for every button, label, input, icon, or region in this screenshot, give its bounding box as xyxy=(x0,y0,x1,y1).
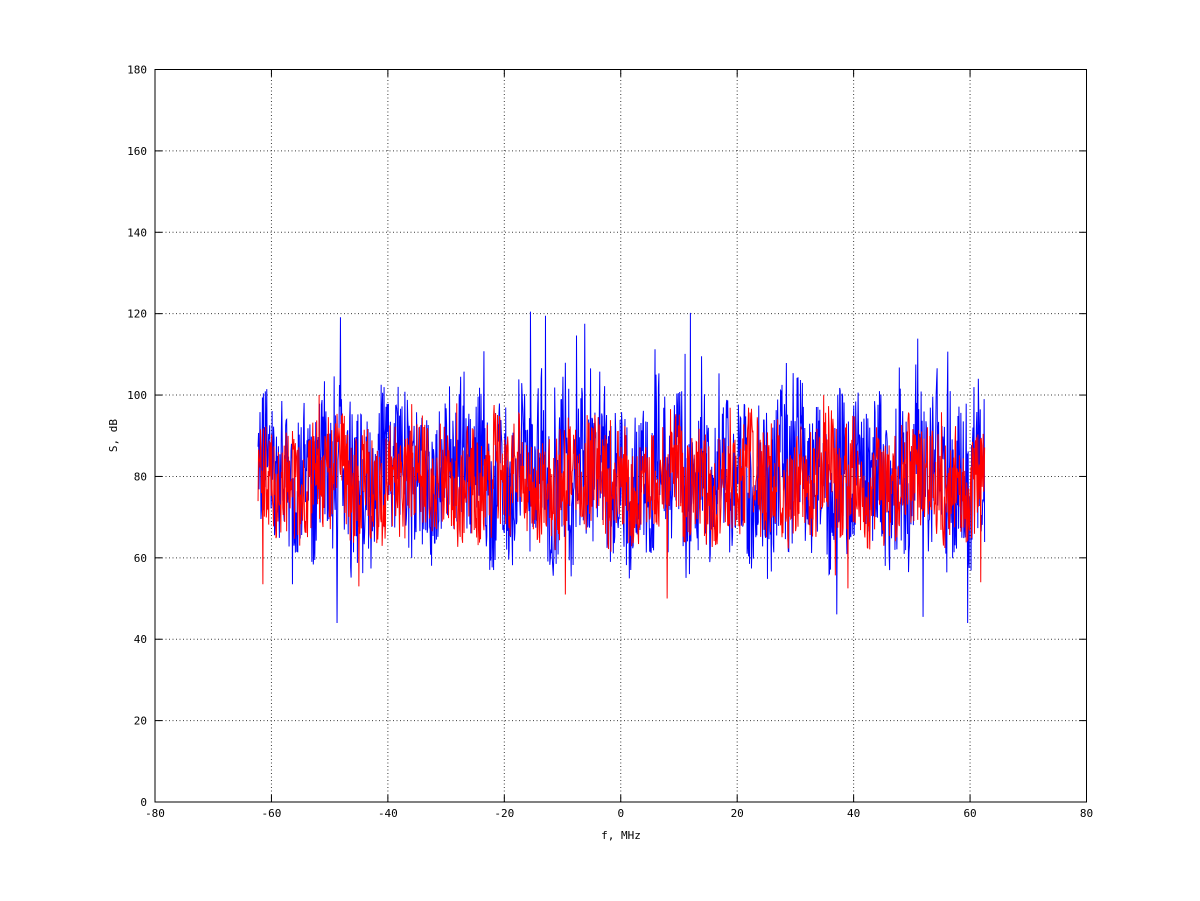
x-tick-label: 80 xyxy=(1080,807,1093,820)
axes-layer xyxy=(154,69,1087,803)
y-tick-label: 60 xyxy=(134,552,147,565)
y-tick-label: 180 xyxy=(127,64,147,77)
series-layer xyxy=(257,311,986,623)
y-tick-label: 0 xyxy=(140,796,147,809)
x-tick-label: 20 xyxy=(731,807,744,820)
x-tick-label: -80 xyxy=(145,807,165,820)
x-tick-label: 60 xyxy=(963,807,976,820)
y-tick-label: 160 xyxy=(127,145,147,158)
x-tick-label: -20 xyxy=(494,807,514,820)
tick-label-layer: -80 -60 -40 -20 0 20 40 60 80 0 20 40 60 80 100 120 140 1… xyxy=(127,64,1093,821)
y-tick-label: 80 xyxy=(134,470,147,483)
y-tick-label: 20 xyxy=(134,715,147,728)
x-tick-label: -40 xyxy=(378,807,398,820)
x-axis-label: f, MHz xyxy=(601,829,641,842)
y-tick-label: 120 xyxy=(127,308,147,321)
x-tick-label: 0 xyxy=(617,807,624,820)
y-axis-label: S, dB xyxy=(107,419,120,452)
series-spectrum-red-trace xyxy=(257,395,986,599)
y-tick-label: 100 xyxy=(127,389,147,402)
y-tick-label: 40 xyxy=(134,633,147,646)
x-tick-label: 40 xyxy=(847,807,860,820)
y-tick-label: 140 xyxy=(127,226,147,239)
x-tick-label: -60 xyxy=(262,807,282,820)
